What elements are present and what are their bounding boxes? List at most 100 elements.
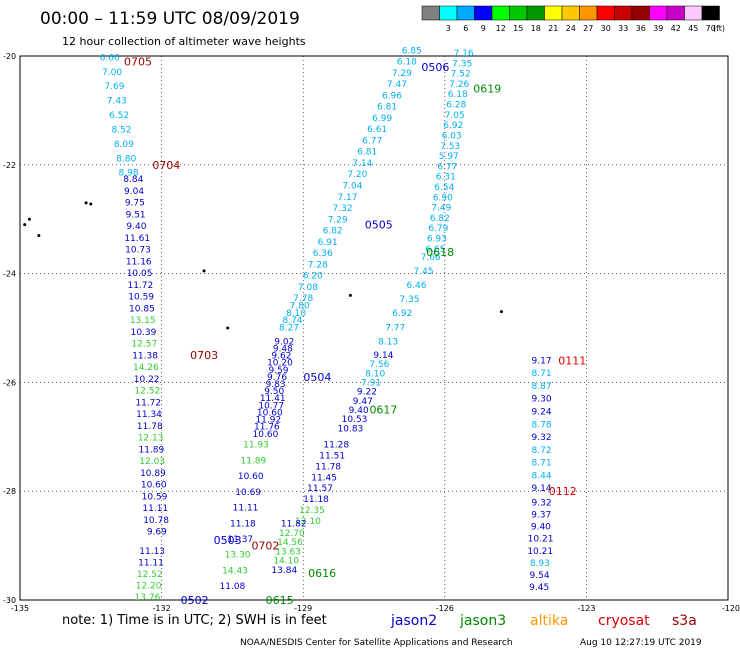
- pass-label: 0112: [549, 485, 577, 498]
- longitude-label: -123: [577, 604, 595, 613]
- wave-height-value: 11.89: [240, 456, 266, 466]
- legend-swatch: [579, 5, 598, 21]
- wave-height-value: 11.78: [137, 422, 163, 432]
- wave-height-value: 8.84: [123, 175, 143, 185]
- wave-height-value: 10.60: [141, 481, 167, 491]
- wave-height-value: 12.20: [136, 581, 162, 591]
- wave-height-value: 6.92: [443, 121, 463, 131]
- wave-height-value: 6.31: [436, 173, 456, 183]
- wave-height-value: 5.97: [439, 152, 459, 162]
- wave-height-value: 7.53: [440, 142, 460, 152]
- wave-height-value: 6.93: [427, 235, 447, 245]
- wave-height-value: 10.89: [140, 469, 166, 479]
- wave-height-value: 12.13: [138, 434, 164, 444]
- wave-height-value: 6.65: [425, 245, 445, 255]
- wave-height-value: 6.91: [318, 238, 338, 248]
- legend-swatch: [439, 5, 458, 21]
- legend-tick-label: 27: [583, 24, 593, 33]
- wave-height-value: 6.28: [446, 101, 466, 111]
- wave-height-value: 10.85: [129, 304, 155, 314]
- latitude-label: -24: [3, 270, 16, 279]
- wave-height-value: 12.10: [295, 517, 321, 527]
- latitude-label: -28: [3, 487, 16, 496]
- pass-label: 0505: [365, 219, 393, 232]
- legend-swatch: [491, 5, 510, 21]
- legend-tick-label: 15: [513, 24, 523, 33]
- legend-tick-label: 42: [671, 24, 681, 33]
- island-marker: [202, 269, 206, 273]
- wave-height-value: 11.11: [138, 558, 164, 568]
- wave-height-value: 14.56: [277, 538, 303, 548]
- legend-swatch: [631, 5, 650, 21]
- wave-height-value: 8.52: [111, 125, 131, 135]
- legend-tick-label: 33: [618, 24, 628, 33]
- island-marker: [27, 217, 31, 221]
- wave-height-value: 10.59: [142, 492, 168, 502]
- wave-height-value: 12.03: [139, 457, 165, 467]
- wave-height-value: 10.60: [253, 430, 279, 440]
- longitude-label: -132: [153, 604, 171, 613]
- wave-height-value: 7.35: [452, 59, 472, 69]
- wave-height-value: 7.16: [454, 49, 474, 59]
- wave-height-value: 9.32: [532, 498, 552, 508]
- wave-height-value: 11.18: [303, 495, 329, 505]
- island-marker: [89, 202, 93, 206]
- wave-height-value: 7.78: [293, 294, 313, 304]
- wave-height-value: 11.16: [126, 257, 152, 267]
- island-marker: [23, 223, 27, 227]
- wave-height-value: 6.52: [109, 111, 129, 121]
- pass-label: 0503: [214, 534, 242, 547]
- graticule: [20, 56, 728, 600]
- wave-height-value: 6.77: [362, 136, 382, 146]
- wave-height-value: 9.14: [532, 484, 552, 494]
- axis-labels: -20 -22 -24 -26 -28 -30-135 -132 -129 -126 -123 -1…: [3, 52, 740, 613]
- pass-label: 0618: [426, 246, 454, 259]
- wave-height-value: 11.13: [139, 547, 165, 557]
- wave-height-value: 7.29: [328, 215, 348, 225]
- wave-height-value: 7.45: [414, 267, 434, 277]
- wave-height-value: 11.78: [315, 462, 341, 472]
- wave-height-value: 7.05: [445, 111, 465, 121]
- wave-height-value: 7.00: [102, 68, 122, 78]
- wave-height-value: 11.41: [260, 394, 286, 404]
- wave-height-value: 6.90: [433, 193, 453, 203]
- wave-height-value: 9.69: [147, 528, 167, 538]
- wave-height-value: 9.51: [126, 210, 146, 220]
- wave-height-value: 11.57: [307, 484, 333, 494]
- wave-height-value: 11.37: [227, 535, 253, 545]
- pass-label: 0617: [369, 404, 397, 417]
- wave-height-value: 9.40: [531, 523, 551, 533]
- pass-label: 0703: [190, 349, 218, 362]
- wave-height-value: 6.99: [372, 114, 392, 124]
- wave-height-value: 12.52: [137, 570, 163, 580]
- wave-height-value: 6.81: [357, 148, 377, 158]
- wave-height-value: 8.93: [530, 559, 550, 569]
- legend-swatch: [684, 5, 703, 21]
- legend-swatch: [666, 5, 685, 21]
- wave-height-value: 14.26: [133, 363, 159, 373]
- wave-height-value: 8.72: [532, 446, 552, 456]
- wave-height-value: 9.17: [532, 356, 552, 366]
- legend-swatch: [596, 5, 615, 21]
- legend-swatch: [526, 5, 545, 21]
- wave-height-value: 6.85: [402, 46, 422, 56]
- wave-height-value: 9.59: [268, 366, 288, 376]
- wave-height-value: 9.40: [349, 406, 369, 416]
- wave-height-value: 11.89: [138, 445, 164, 455]
- wave-height-value: 9.32: [532, 433, 552, 443]
- wave-height-value: 9.02: [274, 337, 294, 347]
- wave-height-value: 9.22: [357, 388, 377, 398]
- wave-height-value: 8.71: [532, 369, 552, 379]
- pass-label: 0619: [473, 83, 501, 96]
- legend-tick-label: 3: [446, 24, 451, 33]
- pass-label: 0704: [152, 159, 180, 172]
- wave-height-value: 8.98: [119, 169, 139, 179]
- wave-height-value: 7.28: [308, 260, 328, 270]
- wave-height-value: 7.26: [449, 80, 469, 90]
- legend-swatch: [614, 5, 633, 21]
- island-marker: [37, 234, 41, 238]
- pass-label: 0111: [558, 355, 586, 368]
- wave-height-value: 7.66: [421, 253, 441, 263]
- wave-height-value: 6.82: [323, 227, 343, 237]
- wave-height-value: 11.08: [220, 582, 246, 592]
